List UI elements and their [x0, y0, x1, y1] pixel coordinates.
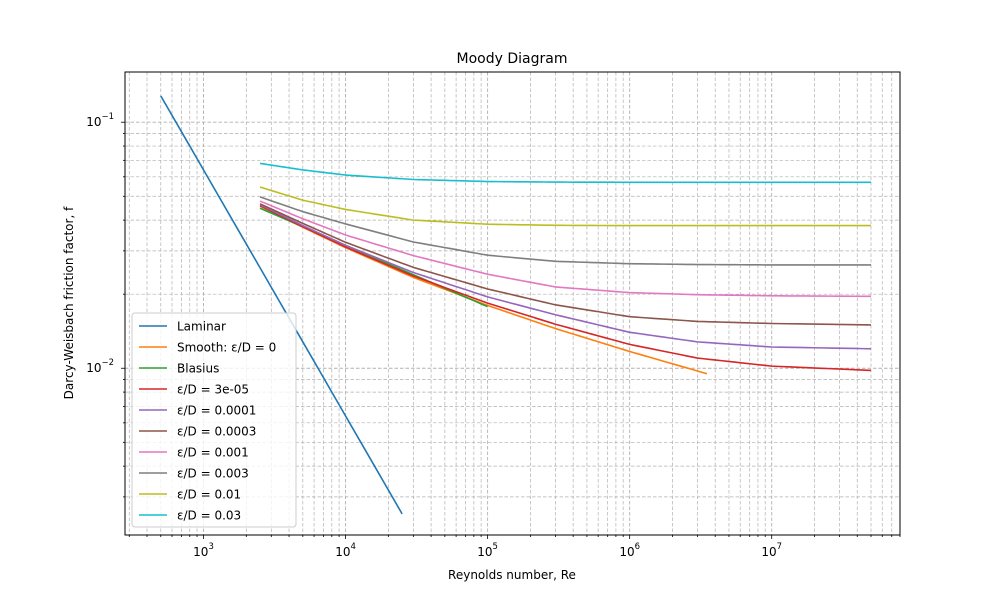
- x-tick-label: 103: [193, 542, 214, 559]
- legend-label: Laminar: [177, 320, 226, 334]
- legend-label: ε/D = 0.001: [177, 446, 249, 460]
- chart-title: Moody Diagram: [457, 51, 568, 67]
- legend-label: Smooth: ε/D = 0: [177, 341, 276, 355]
- legend-label: ε/D = 0.0001: [177, 404, 256, 418]
- series-line-4: [259, 204, 872, 350]
- series-layer: [160, 95, 872, 515]
- legend-label: Blasius: [177, 362, 219, 376]
- plot-frame: [124, 71, 901, 536]
- series-line-8: [259, 186, 872, 227]
- legend-label: ε/D = 3e-05: [177, 383, 249, 397]
- x-tick-label: 105: [477, 542, 498, 559]
- tick-layer: 103 104 105 106 107 10−2 10−1: [86, 112, 901, 559]
- series-line-3: [259, 204, 872, 372]
- x-tick-label: 107: [761, 542, 782, 559]
- series-line-6: [259, 200, 872, 298]
- x-axis-title: Reynolds number, Re: [448, 568, 576, 582]
- series-line-9: [259, 162, 872, 184]
- legend-label: ε/D = 0.01: [177, 488, 241, 502]
- y-axis-title: Darcy-Weisbach friction factor, f: [62, 206, 76, 399]
- series-line-7: [259, 196, 872, 266]
- series-line-5: [259, 203, 872, 326]
- legend-box: [131, 312, 297, 528]
- legend: Laminar Smooth: ε/D = 0 Blasius ε/D = 3e-05…: [131, 312, 297, 528]
- legend-label: ε/D = 0.03: [177, 509, 241, 523]
- x-tick-label: 106: [619, 542, 640, 559]
- x-tick-label: 104: [335, 542, 356, 559]
- y-tick-label: 10−1: [86, 112, 114, 129]
- legend-label: ε/D = 0.003: [177, 467, 249, 481]
- legend-label: ε/D = 0.0003: [177, 425, 256, 439]
- y-tick-label: 10−2: [86, 358, 114, 375]
- series-line-0: [160, 95, 403, 515]
